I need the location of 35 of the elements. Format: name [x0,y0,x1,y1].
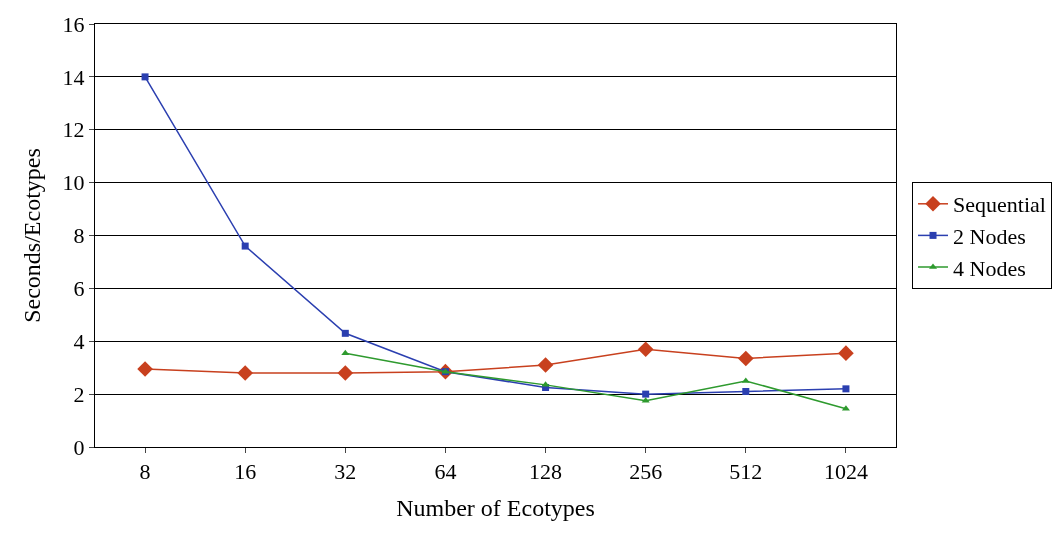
x-tick-label: 32 [334,459,357,485]
x-tick-label: 1024 [823,459,868,485]
x-tick-label: 64 [434,459,457,485]
y-tick-label: 12 [62,117,85,143]
legend-label: 4 Nodes [953,255,1026,281]
x-tick-label: 128 [529,459,563,485]
point [642,390,650,398]
x-tick-label: 512 [729,459,763,485]
point [337,365,354,381]
point [738,350,754,367]
point [838,345,854,361]
point [137,361,153,377]
legend-label: Sequential [953,192,1046,218]
point [842,385,850,393]
x-tick-label: 256 [629,459,663,485]
y-tick-label: 6 [73,276,85,302]
point [637,341,654,357]
y-tick-label: 8 [73,223,85,249]
y-tick-label: 16 [62,11,85,37]
y-tick-label: 4 [73,328,85,354]
y-tick-label: 0 [73,434,85,460]
x-axis-title: Number of Ecotypes [396,494,595,521]
point [241,242,249,250]
y-tick-label: 14 [62,64,85,90]
point [237,365,253,381]
legend-label: 2 Nodes [953,223,1026,249]
point [537,357,554,373]
x-tick-label: 16 [234,459,257,485]
point [742,387,750,395]
y-tick-label: 2 [73,381,85,407]
y-axis-title: Seconds/Ecotypes [18,148,45,323]
y-tick-label: 10 [62,170,85,196]
x-tick-label: 8 [139,459,151,485]
point [341,329,349,337]
point [141,73,149,81]
